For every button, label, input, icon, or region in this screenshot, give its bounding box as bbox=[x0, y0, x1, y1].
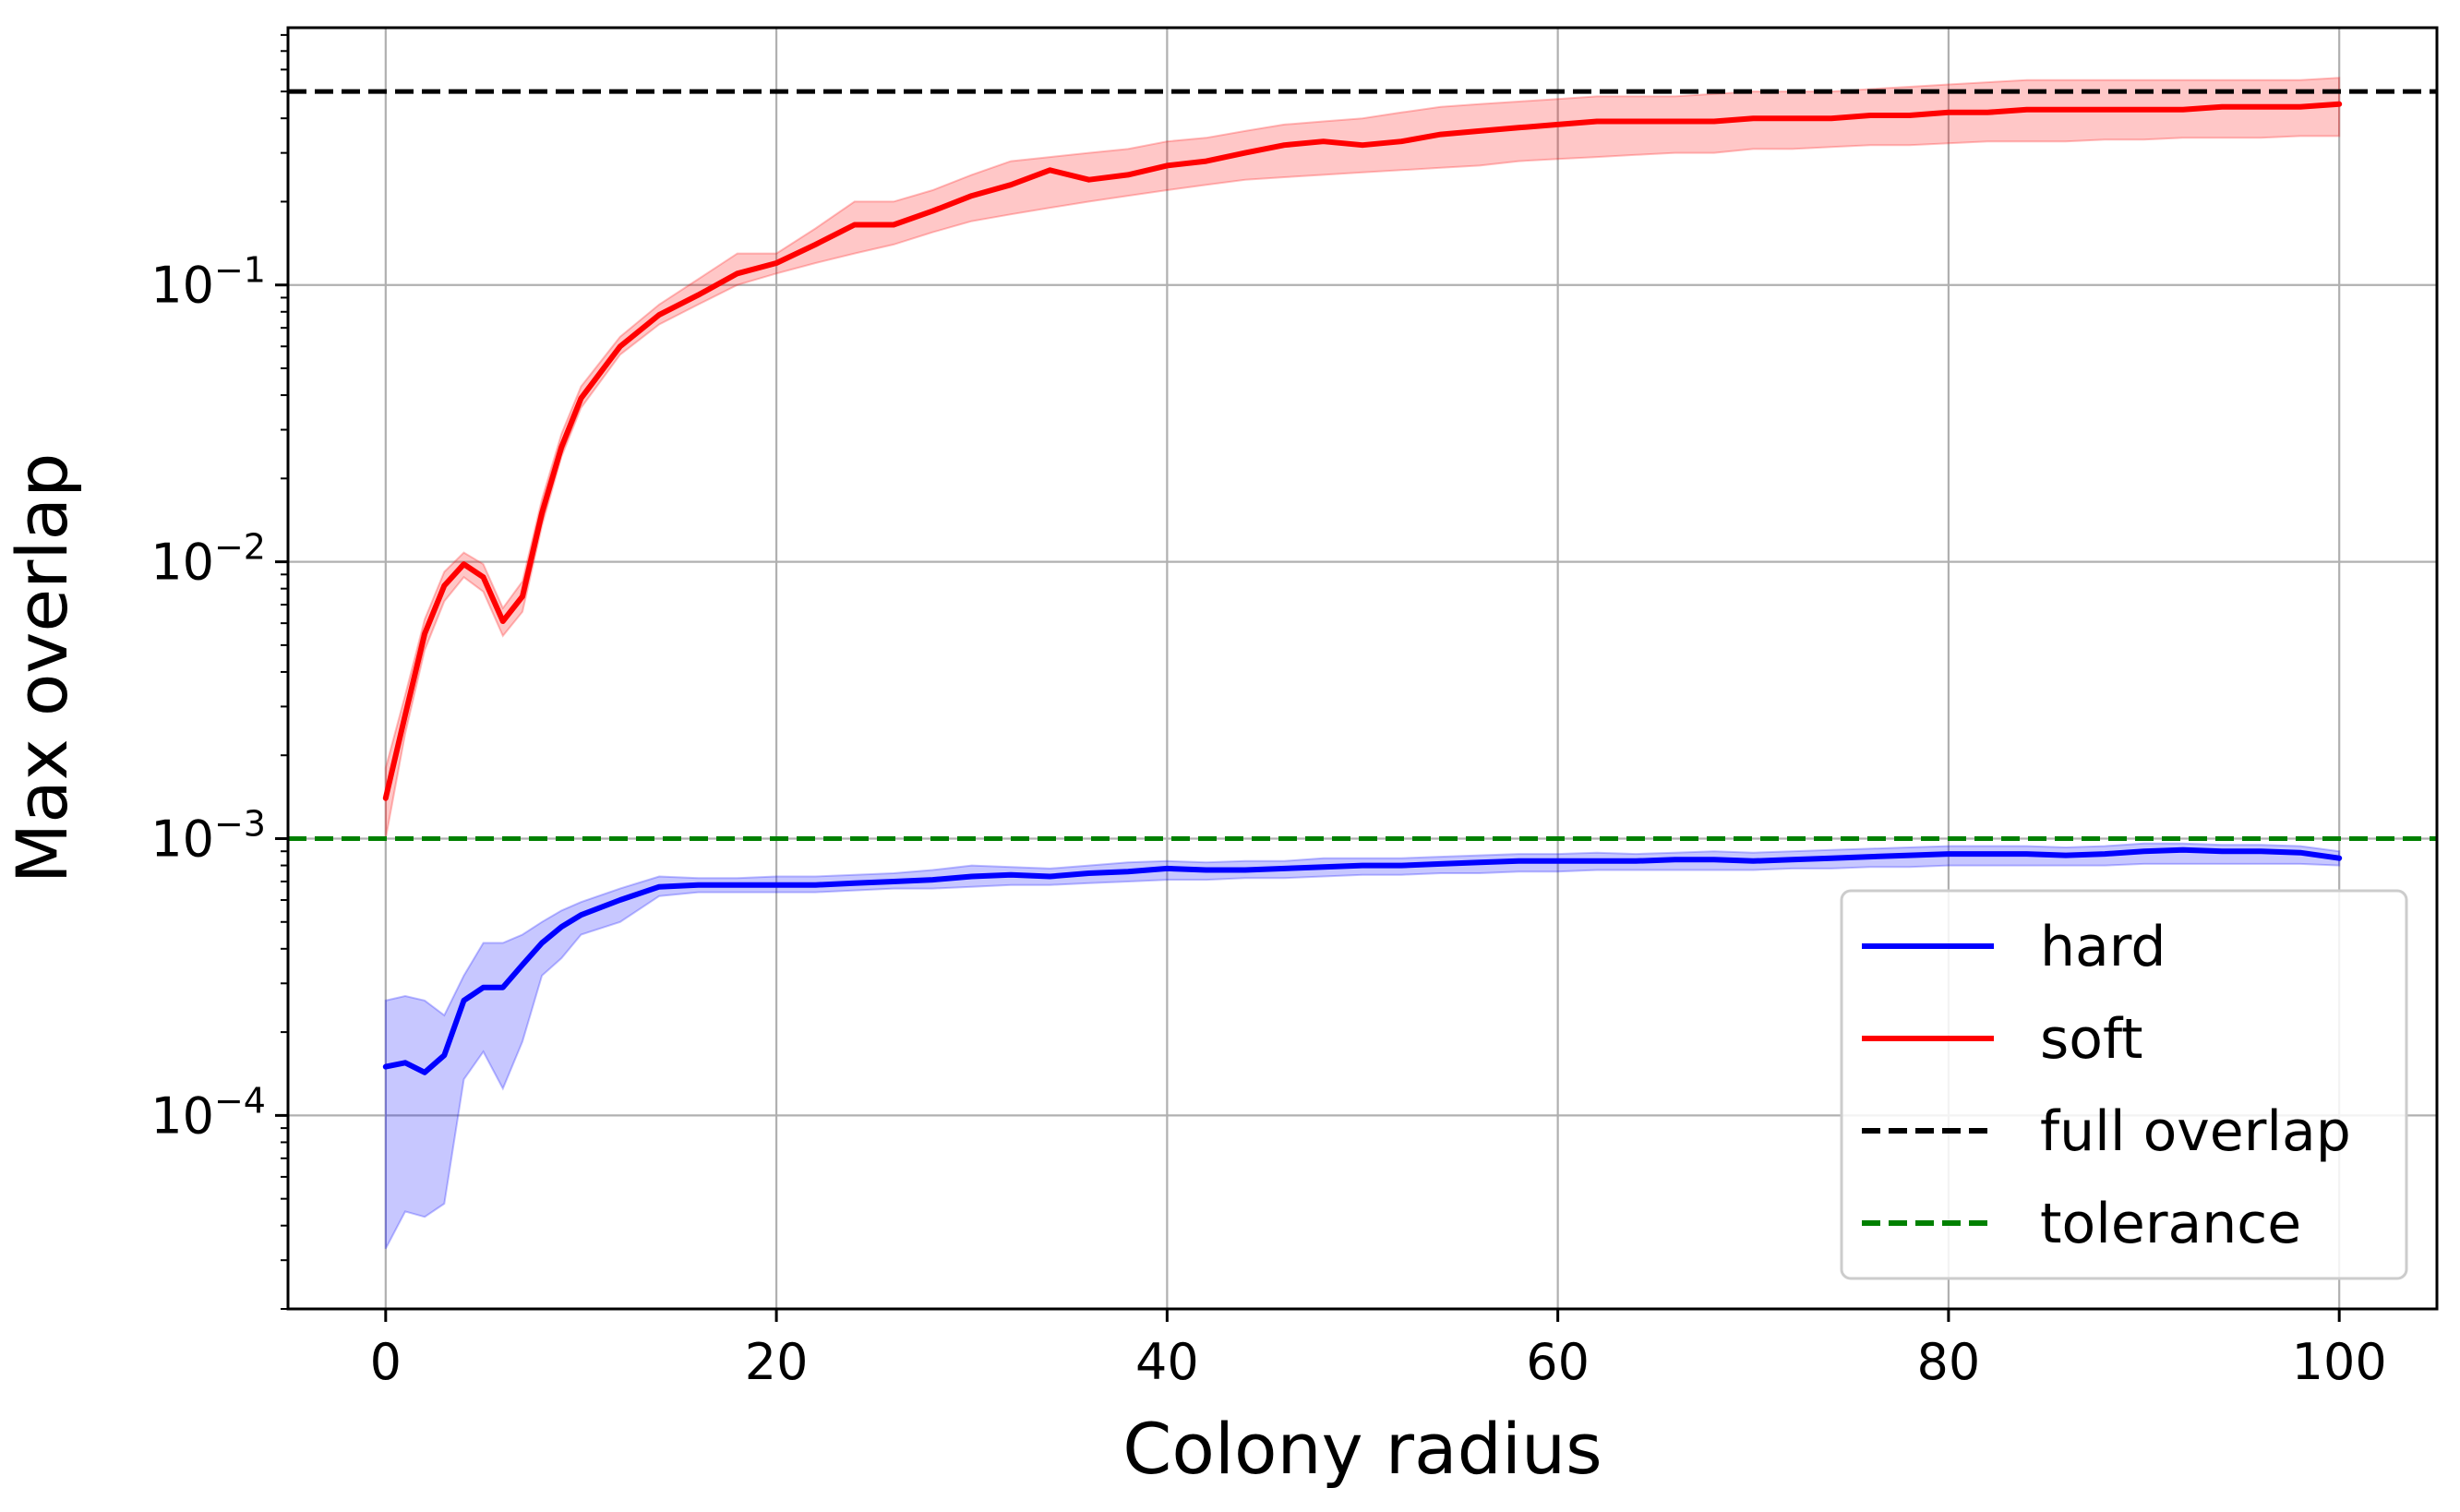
ticks: 0 20 40 60 80 100 10−4 10−3 10−2 10−1 bbox=[150, 33, 2387, 1391]
legend-label-tolerance: tolerance bbox=[2040, 1192, 2301, 1256]
x-tick-label-2: 40 bbox=[1135, 1333, 1199, 1391]
y-tick-label-0: 10−4 bbox=[150, 1080, 266, 1145]
x-tick-label-4: 80 bbox=[1917, 1333, 1981, 1391]
legend-box bbox=[1840, 889, 2408, 1280]
x-tick-label-5: 100 bbox=[2292, 1333, 2387, 1391]
x-tick-label-3: 60 bbox=[1526, 1333, 1590, 1391]
y-tick-label-2: 10−2 bbox=[150, 527, 266, 592]
x-tick-label-0: 0 bbox=[370, 1333, 402, 1391]
series-line-soft bbox=[382, 101, 2343, 801]
x-tick-label-1: 20 bbox=[745, 1333, 809, 1391]
x-axis-title: Colony radius bbox=[1122, 1408, 1602, 1490]
reference-lines bbox=[288, 89, 2437, 841]
y-tick-label-3: 10−1 bbox=[150, 250, 266, 315]
grid bbox=[288, 28, 2437, 1309]
plot-frame bbox=[286, 26, 2439, 1311]
legend: hard soft full overlap tolerance bbox=[1840, 889, 2408, 1280]
series-lines bbox=[382, 101, 2343, 1075]
confidence-bands bbox=[384, 77, 2341, 1250]
legend-label-full-overlap: full overlap bbox=[2040, 1099, 2351, 1164]
y-tick-label-1: 10−3 bbox=[150, 803, 266, 868]
legend-label-hard: hard bbox=[2040, 915, 2166, 979]
series-line-hard bbox=[382, 846, 2343, 1075]
legend-label-soft: soft bbox=[2040, 1007, 2143, 1072]
y-axis-title: Max overlap bbox=[1, 453, 83, 884]
band-hard bbox=[384, 842, 2341, 1250]
band-soft bbox=[384, 77, 2341, 839]
